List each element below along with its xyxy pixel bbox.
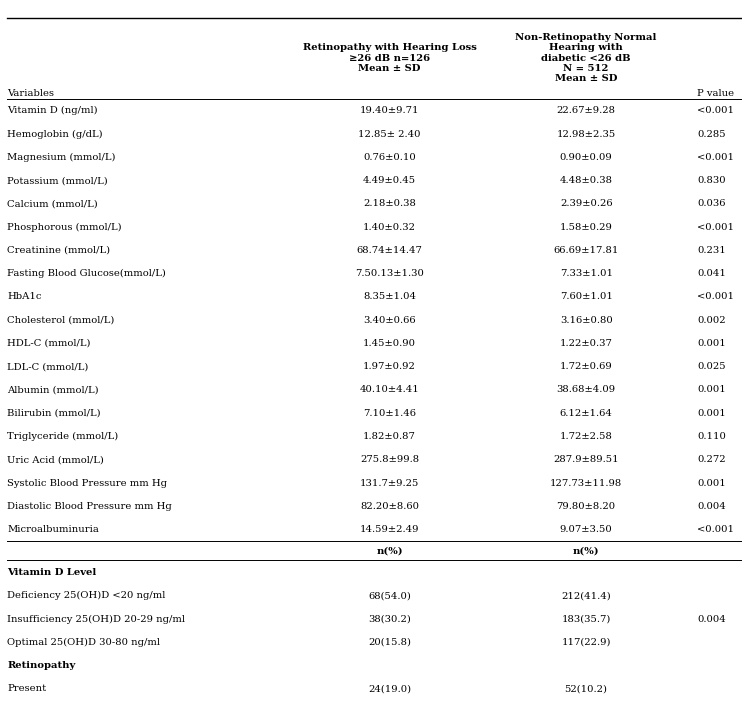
Text: Phosphorous (mmol/L): Phosphorous (mmol/L)	[7, 223, 122, 232]
Text: 12.98±2.35: 12.98±2.35	[556, 130, 616, 139]
Text: 20(15.8): 20(15.8)	[368, 638, 411, 647]
Text: 0.272: 0.272	[697, 455, 726, 465]
Text: 127.73±11.98: 127.73±11.98	[550, 479, 623, 488]
Text: Retinopathy with Hearing Loss
≥26 dB n=126
Mean ± SD: Retinopathy with Hearing Loss ≥26 dB n=1…	[303, 43, 476, 73]
Text: Uric Acid (mmol/L): Uric Acid (mmol/L)	[7, 455, 105, 465]
Text: 7.33±1.01: 7.33±1.01	[559, 269, 613, 278]
Text: P value: P value	[697, 89, 735, 97]
Text: 1.72±0.69: 1.72±0.69	[559, 362, 613, 372]
Text: 0.76±0.10: 0.76±0.10	[363, 153, 416, 162]
Text: Hemoglobin (g/dL): Hemoglobin (g/dL)	[7, 130, 103, 139]
Text: Vitamin D Level: Vitamin D Level	[7, 568, 96, 577]
Text: <0.001: <0.001	[697, 106, 735, 116]
Text: Non-Retinopathy Normal
Hearing with
diabetic <26 dB
N = 512
Mean ± SD: Non-Retinopathy Normal Hearing with diab…	[516, 33, 657, 83]
Text: HbA1c: HbA1c	[7, 293, 42, 302]
Text: 38.68±4.09: 38.68±4.09	[556, 386, 616, 395]
Text: 1.45±0.90: 1.45±0.90	[363, 339, 416, 348]
Text: 131.7±9.25: 131.7±9.25	[360, 479, 419, 488]
Text: Variables: Variables	[7, 89, 54, 97]
Text: 3.16±0.80: 3.16±0.80	[559, 316, 613, 325]
Text: 52(10.2): 52(10.2)	[565, 685, 608, 694]
Text: 2.18±0.38: 2.18±0.38	[363, 200, 416, 209]
Text: Calcium (mmol/L): Calcium (mmol/L)	[7, 200, 98, 209]
Text: 0.041: 0.041	[697, 269, 726, 278]
Text: 287.9±89.51: 287.9±89.51	[554, 455, 619, 465]
Text: n(%): n(%)	[573, 546, 600, 556]
Text: 82.20±8.60: 82.20±8.60	[360, 502, 419, 511]
Text: 79.80±8.20: 79.80±8.20	[556, 502, 616, 511]
Text: 0.036: 0.036	[697, 200, 726, 209]
Text: 9.07±3.50: 9.07±3.50	[559, 525, 613, 534]
Text: Diastolic Blood Pressure mm Hg: Diastolic Blood Pressure mm Hg	[7, 502, 172, 511]
Text: 7.60±1.01: 7.60±1.01	[559, 293, 613, 302]
Text: 1.40±0.32: 1.40±0.32	[363, 223, 416, 232]
Text: Magnesium (mmol/L): Magnesium (mmol/L)	[7, 153, 116, 162]
Text: Deficiency 25(OH)D <20 ng/ml: Deficiency 25(OH)D <20 ng/ml	[7, 591, 165, 601]
Text: 40.10±4.41: 40.10±4.41	[360, 386, 419, 395]
Text: 275.8±99.8: 275.8±99.8	[360, 455, 419, 465]
Text: Insufficiency 25(OH)D 20-29 ng/ml: Insufficiency 25(OH)D 20-29 ng/ml	[7, 615, 185, 624]
Text: Present: Present	[7, 685, 47, 694]
Text: 4.48±0.38: 4.48±0.38	[559, 176, 613, 185]
Text: 0.004: 0.004	[697, 502, 726, 511]
Text: 0.830: 0.830	[697, 176, 726, 185]
Text: 0.001: 0.001	[697, 409, 726, 418]
Text: LDL-C (mmol/L): LDL-C (mmol/L)	[7, 362, 89, 372]
Text: 7.10±1.46: 7.10±1.46	[363, 409, 416, 418]
Text: 24(19.0): 24(19.0)	[368, 685, 411, 694]
Text: Albumin (mmol/L): Albumin (mmol/L)	[7, 386, 99, 395]
Text: Creatinine (mmol/L): Creatinine (mmol/L)	[7, 246, 111, 255]
Text: Fasting Blood Glucose(mmol/L): Fasting Blood Glucose(mmol/L)	[7, 269, 166, 278]
Text: <0.001: <0.001	[697, 223, 735, 232]
Text: 0.001: 0.001	[697, 479, 726, 488]
Text: 1.82±0.87: 1.82±0.87	[363, 432, 416, 441]
Text: 0.231: 0.231	[697, 246, 726, 255]
Text: n(%): n(%)	[376, 546, 403, 556]
Text: Systolic Blood Pressure mm Hg: Systolic Blood Pressure mm Hg	[7, 479, 168, 488]
Text: 6.12±1.64: 6.12±1.64	[559, 409, 613, 418]
Text: 0.001: 0.001	[697, 339, 726, 348]
Text: Cholesterol (mmol/L): Cholesterol (mmol/L)	[7, 316, 115, 325]
Text: 0.110: 0.110	[697, 432, 726, 441]
Text: 2.39±0.26: 2.39±0.26	[560, 200, 612, 209]
Text: 1.97±0.92: 1.97±0.92	[363, 362, 416, 372]
Text: 0.025: 0.025	[697, 362, 726, 372]
Text: 7.50.13±1.30: 7.50.13±1.30	[355, 269, 424, 278]
Text: 0.002: 0.002	[697, 316, 726, 325]
Text: 183(35.7): 183(35.7)	[562, 615, 611, 624]
Text: 1.72±2.58: 1.72±2.58	[559, 432, 613, 441]
Text: Potassium (mmol/L): Potassium (mmol/L)	[7, 176, 108, 185]
Text: 68.74±14.47: 68.74±14.47	[357, 246, 422, 255]
Text: 8.35±1.04: 8.35±1.04	[363, 293, 416, 302]
Text: 117(22.9): 117(22.9)	[562, 638, 611, 647]
Text: Bilirubin (mmol/L): Bilirubin (mmol/L)	[7, 409, 101, 418]
Text: 212(41.4): 212(41.4)	[561, 591, 611, 601]
Text: <0.001: <0.001	[697, 293, 735, 302]
Text: 0.001: 0.001	[697, 386, 726, 395]
Text: 4.49±0.45: 4.49±0.45	[363, 176, 416, 185]
Text: <0.001: <0.001	[697, 153, 735, 162]
Text: 12.85± 2.40: 12.85± 2.40	[358, 130, 421, 139]
Text: 19.40±9.71: 19.40±9.71	[360, 106, 419, 116]
Text: Vitamin D (ng/ml): Vitamin D (ng/ml)	[7, 106, 98, 116]
Text: Optimal 25(OH)D 30-80 ng/ml: Optimal 25(OH)D 30-80 ng/ml	[7, 638, 160, 647]
Text: 66.69±17.81: 66.69±17.81	[554, 246, 619, 255]
Text: Retinopathy: Retinopathy	[7, 661, 76, 670]
Text: Microalbuminuria: Microalbuminuria	[7, 525, 99, 534]
Text: 1.58±0.29: 1.58±0.29	[559, 223, 613, 232]
Text: 68(54.0): 68(54.0)	[368, 591, 411, 601]
Text: <0.001: <0.001	[697, 525, 735, 534]
Text: 0.90±0.09: 0.90±0.09	[559, 153, 613, 162]
Text: Triglyceride (mmol/L): Triglyceride (mmol/L)	[7, 432, 119, 441]
Text: 22.67±9.28: 22.67±9.28	[556, 106, 616, 116]
Text: 0.285: 0.285	[697, 130, 726, 139]
Text: 14.59±2.49: 14.59±2.49	[360, 525, 419, 534]
Text: 3.40±0.66: 3.40±0.66	[364, 316, 416, 325]
Text: HDL-C (mmol/L): HDL-C (mmol/L)	[7, 339, 91, 348]
Text: 0.004: 0.004	[697, 615, 726, 624]
Text: 38(30.2): 38(30.2)	[368, 615, 411, 624]
Text: 1.22±0.37: 1.22±0.37	[559, 339, 613, 348]
